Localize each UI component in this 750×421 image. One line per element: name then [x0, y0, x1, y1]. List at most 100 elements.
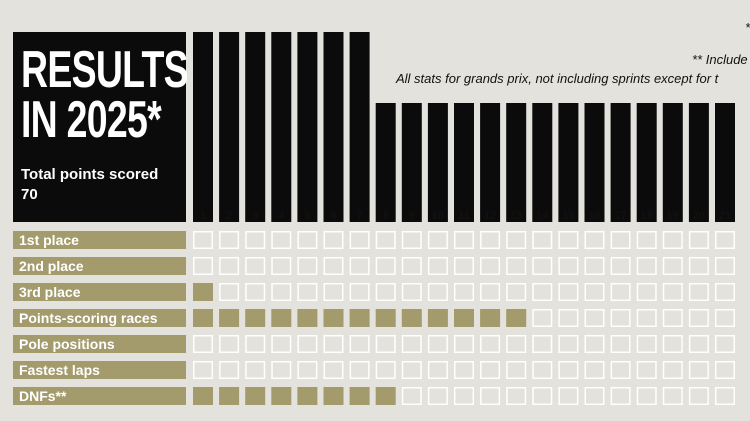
empty-cell: [375, 257, 396, 275]
race-number-label: 3: [252, 210, 258, 222]
empty-cell: [401, 283, 422, 301]
empty-cell: [532, 309, 553, 327]
empty-cell: [662, 283, 683, 301]
empty-cell: [636, 387, 657, 405]
empty-cell: [323, 361, 344, 379]
empty-cell: [532, 361, 553, 379]
empty-cell: [506, 231, 527, 249]
race-column-4: [271, 32, 292, 222]
empty-cell: [506, 257, 527, 275]
race-number-label: 11: [458, 210, 470, 222]
empty-cell: [636, 257, 657, 275]
empty-cell: [271, 361, 292, 379]
row-label: 3rd place: [19, 284, 81, 300]
empty-cell: [401, 257, 422, 275]
empty-cell: [506, 387, 527, 405]
empty-cell: [610, 335, 631, 353]
empty-cell: [323, 257, 344, 275]
empty-cell: [715, 231, 735, 249]
empty-cell: [297, 335, 318, 353]
empty-cell: [688, 387, 709, 405]
filled-cell: [193, 283, 213, 301]
empty-cell: [610, 387, 631, 405]
race-column-8: [375, 103, 396, 222]
empty-cell: [454, 257, 474, 275]
empty-cell: [219, 257, 240, 275]
empty-cell: [193, 335, 213, 353]
empty-cell: [427, 283, 448, 301]
empty-cell: [688, 231, 709, 249]
race-column-9: [401, 103, 422, 222]
empty-cell: [245, 335, 266, 353]
empty-cell: [401, 231, 422, 249]
total-points: Total points scored 70: [21, 166, 159, 203]
empty-cell: [297, 283, 318, 301]
race-number-label: 7: [357, 210, 363, 222]
empty-cell: [375, 231, 396, 249]
race-number-label: 10: [432, 210, 444, 222]
row-label: DNFs**: [19, 388, 67, 404]
empty-cell: [401, 387, 422, 405]
filled-cell: [427, 309, 448, 327]
empty-cell: [245, 231, 266, 249]
race-column-13: [506, 103, 527, 222]
filled-cell: [271, 387, 292, 405]
empty-cell: [349, 283, 370, 301]
race-number-label: 2: [226, 210, 232, 222]
race-column-1: [193, 32, 213, 222]
empty-cell: [715, 335, 735, 353]
empty-cell: [427, 231, 448, 249]
filled-cell: [297, 387, 318, 405]
empty-cell: [427, 361, 448, 379]
race-number-label: 16: [588, 210, 600, 222]
filled-cell: [245, 309, 266, 327]
empty-cell: [558, 387, 579, 405]
filled-cell: [480, 309, 501, 327]
race-column-14: [532, 103, 553, 222]
race-number-label: 4: [278, 210, 285, 222]
empty-cell: [584, 387, 605, 405]
race-column-10: [427, 103, 448, 222]
empty-cell: [584, 231, 605, 249]
filled-cell: [323, 309, 344, 327]
empty-cell: [715, 257, 735, 275]
empty-cell: [271, 257, 292, 275]
row-label-bg: [13, 257, 186, 275]
race-column-5: [297, 32, 318, 222]
empty-cell: [532, 387, 553, 405]
empty-cell: [349, 335, 370, 353]
filled-cell: [375, 387, 396, 405]
row-label: Pole positions: [19, 336, 115, 352]
row-label: Fastest laps: [19, 362, 100, 378]
empty-cell: [297, 361, 318, 379]
race-column-17: [610, 103, 631, 222]
title-block: RESULTS IN 2025* Total points scored 70: [13, 32, 189, 222]
empty-cell: [480, 335, 501, 353]
race-column-16: [584, 103, 605, 222]
empty-cell: [193, 231, 213, 249]
empty-cell: [193, 361, 213, 379]
empty-cell: [480, 387, 501, 405]
row-label: 1st place: [19, 232, 79, 248]
empty-cell: [245, 361, 266, 379]
empty-cell: [688, 257, 709, 275]
filled-cell: [245, 387, 266, 405]
empty-cell: [323, 283, 344, 301]
empty-cell: [506, 283, 527, 301]
empty-cell: [688, 283, 709, 301]
empty-cell: [688, 335, 709, 353]
row-label-bg: [13, 335, 186, 353]
row-label: 2nd place: [19, 258, 84, 274]
race-number-label: 9: [409, 210, 415, 222]
filled-cell: [349, 387, 370, 405]
empty-cell: [610, 309, 631, 327]
filled-cell: [193, 387, 213, 405]
empty-cell: [558, 309, 579, 327]
race-column-15: [558, 103, 579, 222]
empty-cell: [219, 361, 240, 379]
footnote-2: ** Include: [692, 52, 748, 67]
empty-cell: [219, 335, 240, 353]
empty-cell: [297, 257, 318, 275]
empty-cell: [480, 231, 501, 249]
empty-cell: [323, 335, 344, 353]
